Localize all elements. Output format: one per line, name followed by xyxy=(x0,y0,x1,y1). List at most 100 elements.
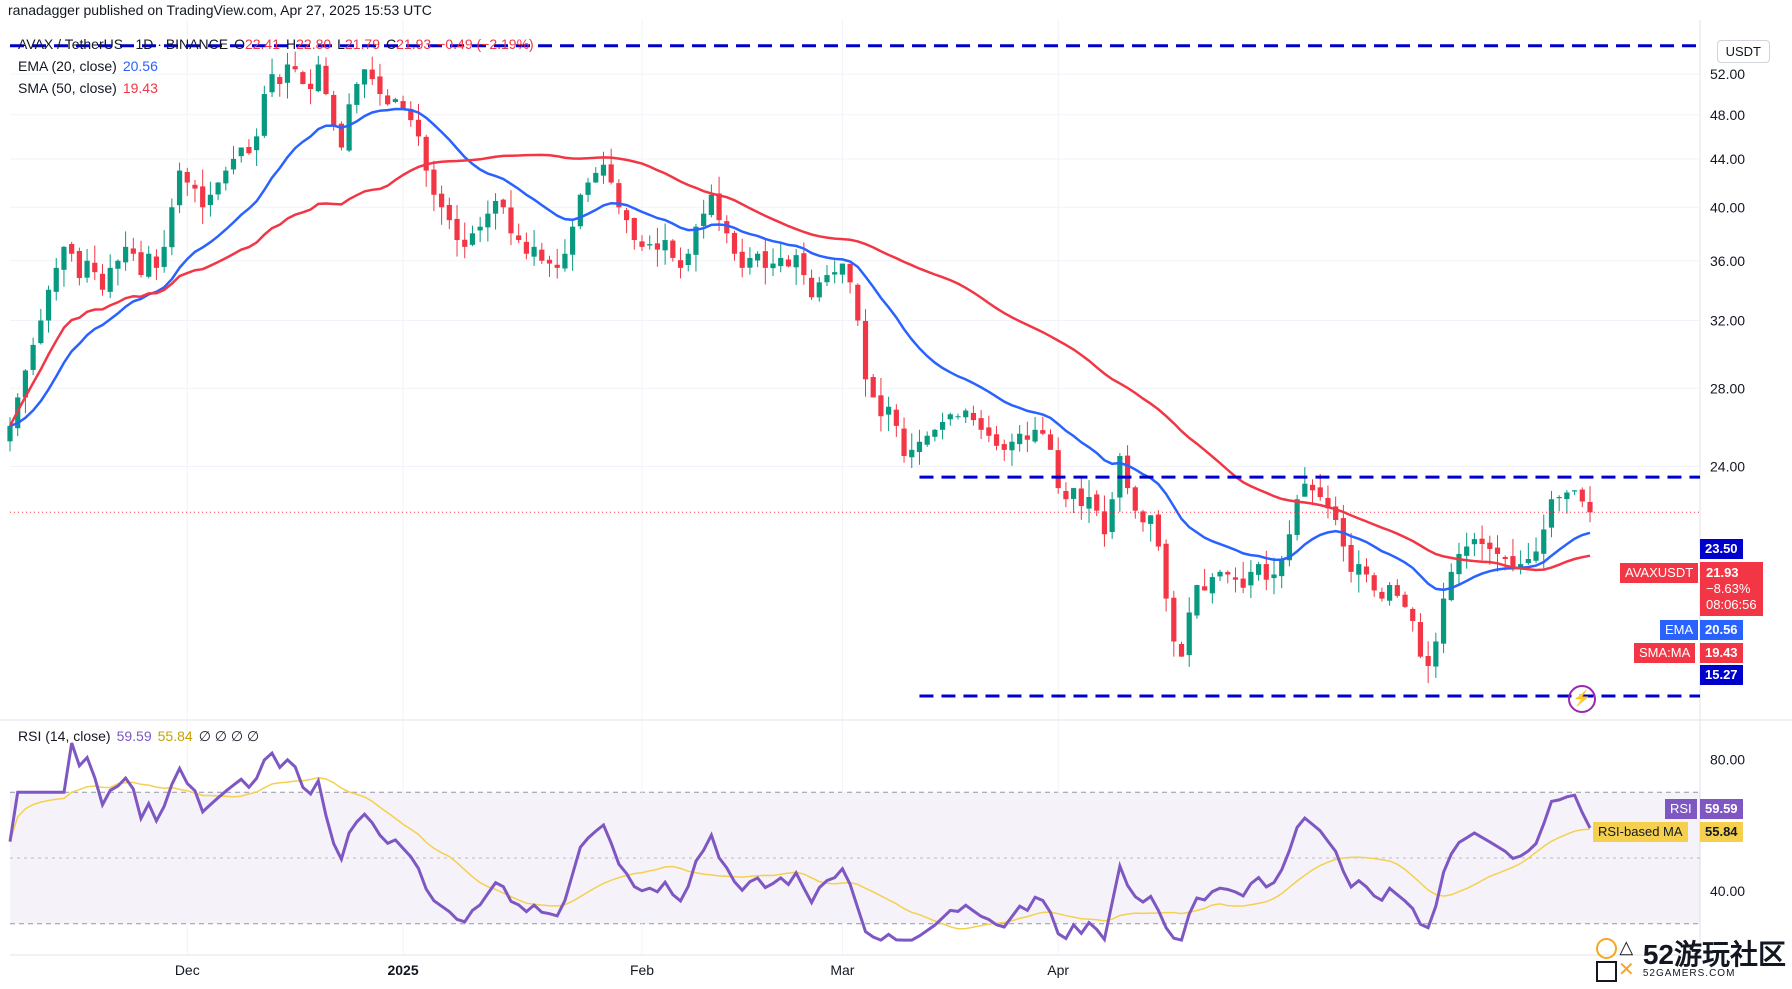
candle-body xyxy=(477,226,483,231)
candle-body xyxy=(223,170,229,184)
candle-body xyxy=(1440,598,1447,644)
candle-body xyxy=(92,262,98,273)
watermark-brand: 52游玩社区 xyxy=(1642,938,1786,970)
candle-body xyxy=(593,172,599,183)
sma-legend: SMA (50, close) 19.43 xyxy=(18,80,164,96)
candle-body xyxy=(454,218,460,241)
candle-body xyxy=(377,76,383,95)
time-tick-label: Dec xyxy=(175,962,200,978)
candle-body xyxy=(254,136,260,151)
candle-body xyxy=(955,416,961,418)
candle-body xyxy=(1047,434,1054,450)
candle-body xyxy=(84,260,90,278)
candle-body xyxy=(1556,496,1562,499)
last-price-tag: 21.93 −8.63% 08:06:56 xyxy=(1700,562,1763,616)
candle-body xyxy=(1348,544,1354,572)
candle-body xyxy=(1317,487,1323,497)
candle-body xyxy=(878,395,884,417)
candle-body xyxy=(631,217,637,241)
candle-body xyxy=(292,66,298,70)
candle-body xyxy=(1148,515,1154,524)
candle-body xyxy=(1055,450,1061,489)
candle-body xyxy=(685,253,691,266)
candle-body xyxy=(793,255,799,268)
candle-body xyxy=(22,370,29,398)
sma-line xyxy=(8,153,1591,572)
candle-body xyxy=(1394,585,1400,596)
candle-body xyxy=(947,414,953,420)
candle-body xyxy=(1417,622,1424,657)
candle-body xyxy=(1309,484,1316,491)
candle-body xyxy=(361,69,368,85)
candle-body xyxy=(731,232,738,254)
candle-body xyxy=(708,194,714,216)
candle-body xyxy=(1464,546,1470,556)
candle-body xyxy=(939,421,946,430)
candle-body xyxy=(169,207,175,248)
candle-body xyxy=(1579,489,1585,502)
candle-body xyxy=(338,123,345,148)
candle-body xyxy=(1032,429,1038,442)
candle-body xyxy=(1078,488,1084,507)
candle-body xyxy=(1017,433,1023,445)
rsi-tick-label: 40.00 xyxy=(1710,883,1745,899)
candle-body xyxy=(1294,499,1300,535)
candle-body xyxy=(300,72,306,85)
candle-body xyxy=(970,412,977,421)
candle-body xyxy=(246,146,252,154)
candle-body xyxy=(1541,529,1547,554)
candle-body xyxy=(1279,559,1285,577)
candle-body xyxy=(469,233,476,245)
candle-body xyxy=(1248,571,1254,586)
candle-body xyxy=(230,158,237,170)
candle-body xyxy=(608,164,614,183)
candle-body xyxy=(1109,499,1115,533)
candle-body xyxy=(1479,538,1485,545)
candle-body xyxy=(1571,490,1578,492)
candle-body xyxy=(7,425,13,442)
candle-body xyxy=(1155,514,1161,547)
candle-body xyxy=(307,83,314,90)
candle-body xyxy=(331,94,337,126)
candle-body xyxy=(508,207,514,234)
time-tick-label: Mar xyxy=(830,962,854,978)
candle-body xyxy=(1525,559,1531,564)
candle-body xyxy=(1379,591,1385,599)
candle-body xyxy=(123,246,129,263)
candle-body xyxy=(1240,578,1246,588)
candle-body xyxy=(423,136,429,171)
candle-body xyxy=(115,260,121,269)
candle-body xyxy=(207,194,213,206)
currency-button[interactable]: USDT xyxy=(1716,40,1770,63)
candle-body xyxy=(431,169,437,195)
watermark-sub: 52GAMERS.COM xyxy=(1642,967,1736,979)
candle-body xyxy=(963,410,969,418)
candle-body xyxy=(523,241,529,254)
rsi-ma-tag-label: RSI-based MA xyxy=(1593,822,1688,842)
ohlc-l-label: L xyxy=(337,36,345,52)
candle-body xyxy=(269,74,275,93)
alert-lightning-icon[interactable]: ⚡ xyxy=(1568,685,1596,713)
candle-body xyxy=(1071,488,1077,499)
candle-body xyxy=(38,320,44,344)
rsi-tag-label: RSI xyxy=(1665,799,1697,819)
last-price: 21.93 xyxy=(1706,565,1739,580)
candle-body xyxy=(1009,441,1015,451)
candle-body xyxy=(924,435,930,445)
candle-body xyxy=(485,213,491,228)
time-tick-label: Feb xyxy=(630,962,654,978)
candle-body xyxy=(600,164,607,176)
rsi-line xyxy=(8,742,1592,943)
rsi-ma-legend-value: 55.84 xyxy=(157,728,193,744)
candle-body xyxy=(153,256,160,268)
candle-body xyxy=(554,264,560,268)
candle-body xyxy=(916,441,923,453)
candle-body xyxy=(1124,455,1131,489)
candle-body xyxy=(146,253,152,277)
candle-body xyxy=(639,241,645,247)
watermark: △ ✕ 52游玩社区 52GAMERS.COM xyxy=(1595,937,1786,983)
candle-body xyxy=(1186,612,1192,656)
rsi-legend-value: 59.59 xyxy=(116,728,152,744)
candle-body xyxy=(847,263,853,283)
